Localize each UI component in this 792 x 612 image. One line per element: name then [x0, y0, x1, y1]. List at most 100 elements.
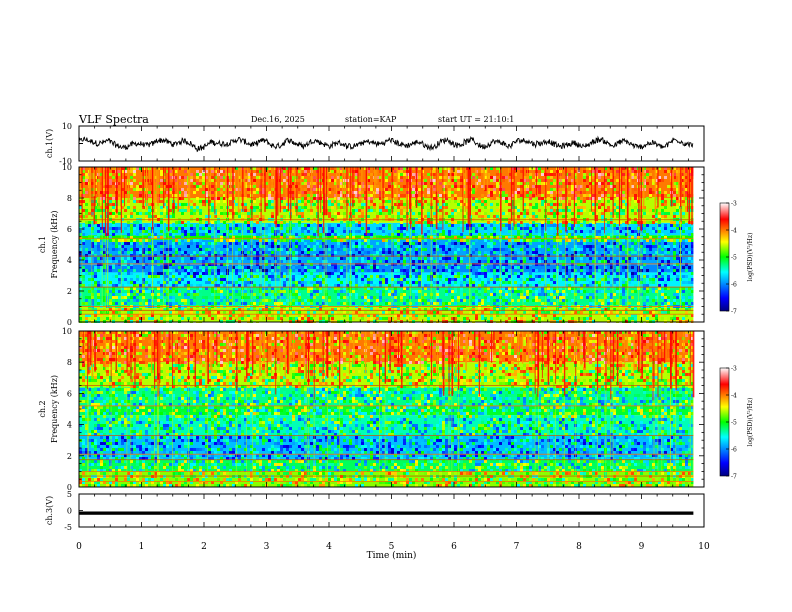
spectrogram-cell	[124, 248, 127, 251]
spectrogram-cell	[367, 179, 370, 182]
spectrogram-cell	[673, 239, 676, 242]
spectrogram-cell	[127, 263, 130, 266]
spectrogram-cell	[235, 212, 238, 215]
spectrogram-cell	[166, 230, 169, 233]
spectrogram-cell	[616, 260, 619, 263]
spectrogram-cell	[484, 179, 487, 182]
spectrogram-cell	[526, 200, 529, 203]
spectrogram-cell	[154, 275, 157, 278]
spectrogram-cell	[295, 284, 298, 287]
spectrogram-cell	[466, 266, 469, 269]
spectrogram-cell	[616, 263, 619, 266]
spectrogram-cell	[163, 275, 166, 278]
spectrogram-cell	[181, 278, 184, 281]
spectrogram-cell	[118, 191, 121, 194]
spectrogram-cell	[247, 191, 250, 194]
spectrogram-cell	[358, 263, 361, 266]
spectrogram-cell	[436, 287, 439, 290]
spectrogram-cell	[463, 170, 466, 173]
spectrogram-cell	[676, 269, 679, 272]
spectrogram-cell	[382, 278, 385, 281]
spectrogram-cell	[322, 281, 325, 284]
spectrogram-cell	[244, 209, 247, 212]
spectrogram-cell	[604, 197, 607, 200]
spectrogram-cell	[664, 290, 667, 293]
spectrogram-cell	[280, 257, 283, 260]
spectrogram-cell	[424, 248, 427, 251]
spectrogram-cell	[634, 188, 637, 191]
spectrogram-cell	[496, 287, 499, 290]
spectrogram-cell	[316, 245, 319, 248]
spectrogram-cell	[589, 275, 592, 278]
spectrogram-cell	[532, 206, 535, 209]
spectrogram-cell	[205, 191, 208, 194]
spectrogram-cell	[442, 191, 445, 194]
spectrogram-cell	[253, 275, 256, 278]
spectrogram-cell	[136, 278, 139, 281]
spectrogram-cell	[553, 188, 556, 191]
spectrogram-cell	[115, 230, 118, 233]
spectrogram-cell	[358, 284, 361, 287]
spectrogram-cell	[616, 245, 619, 248]
spectrogram-cell	[163, 263, 166, 266]
spectrogram-cell	[571, 188, 574, 191]
spectrogram-cell	[646, 278, 649, 281]
spectrogram-cell	[664, 284, 667, 287]
spectrogram-cell	[661, 224, 664, 227]
spectrogram-cell	[382, 224, 385, 227]
spectrogram-cell	[298, 227, 301, 230]
spectrogram-cell	[343, 230, 346, 233]
spectrogram-cell	[82, 170, 85, 173]
spectrogram-cell	[412, 185, 415, 188]
spectrogram-cell	[124, 284, 127, 287]
spectrogram-cell	[304, 284, 307, 287]
spectrogram-cell	[568, 233, 571, 236]
spectrogram-cell	[100, 200, 103, 203]
spectrogram-cell	[178, 191, 181, 194]
spectrogram-cell	[181, 230, 184, 233]
spectrogram-cell	[121, 287, 124, 290]
spectrogram-cell	[145, 281, 148, 284]
spectrogram-cell	[370, 206, 373, 209]
spectrogram-cell	[301, 167, 304, 170]
spectrogram-cell	[487, 176, 490, 179]
spectrogram-cell	[478, 179, 481, 182]
spectrogram-cell	[214, 263, 217, 266]
spectrogram-cell	[331, 176, 334, 179]
spectrogram-cell	[391, 251, 394, 254]
spectrogram-cell	[397, 245, 400, 248]
spectrogram-cell	[631, 167, 634, 170]
spectrogram-cell	[559, 272, 562, 275]
spectrogram-cell	[685, 212, 688, 215]
spectrogram-cell	[160, 212, 163, 215]
spectrogram-cell	[313, 245, 316, 248]
spectrogram-cell	[193, 203, 196, 206]
spectrogram-cell	[403, 287, 406, 290]
spectrogram-cell	[550, 170, 553, 173]
spectrogram-cell	[436, 209, 439, 212]
spectrogram-cell	[520, 278, 523, 281]
spectrogram-cell	[583, 179, 586, 182]
spectrogram-cell	[181, 251, 184, 254]
spectrogram-cell	[163, 260, 166, 263]
spectrogram-cell	[511, 203, 514, 206]
spectrogram-cell	[175, 230, 178, 233]
spectrogram-cell	[181, 224, 184, 227]
spectrogram-cell	[130, 182, 133, 185]
spectrogram-cell	[406, 239, 409, 242]
spectrogram-cell	[268, 167, 271, 170]
spectrogram-cell	[625, 215, 628, 218]
spectrogram-cell	[142, 251, 145, 254]
spectrogram-cell	[223, 263, 226, 266]
spectrogram-cell	[487, 194, 490, 197]
spectrogram-cell	[457, 266, 460, 269]
spectrogram-cell	[283, 206, 286, 209]
spectrogram-cell	[157, 242, 160, 245]
spectrogram-cell	[130, 197, 133, 200]
spectrogram-cell	[673, 248, 676, 251]
spectrogram-cell	[178, 242, 181, 245]
spectrogram-cell	[529, 167, 532, 170]
spectrogram-cell	[262, 287, 265, 290]
spectrogram-cell	[574, 230, 577, 233]
spectrogram-cell	[328, 248, 331, 251]
